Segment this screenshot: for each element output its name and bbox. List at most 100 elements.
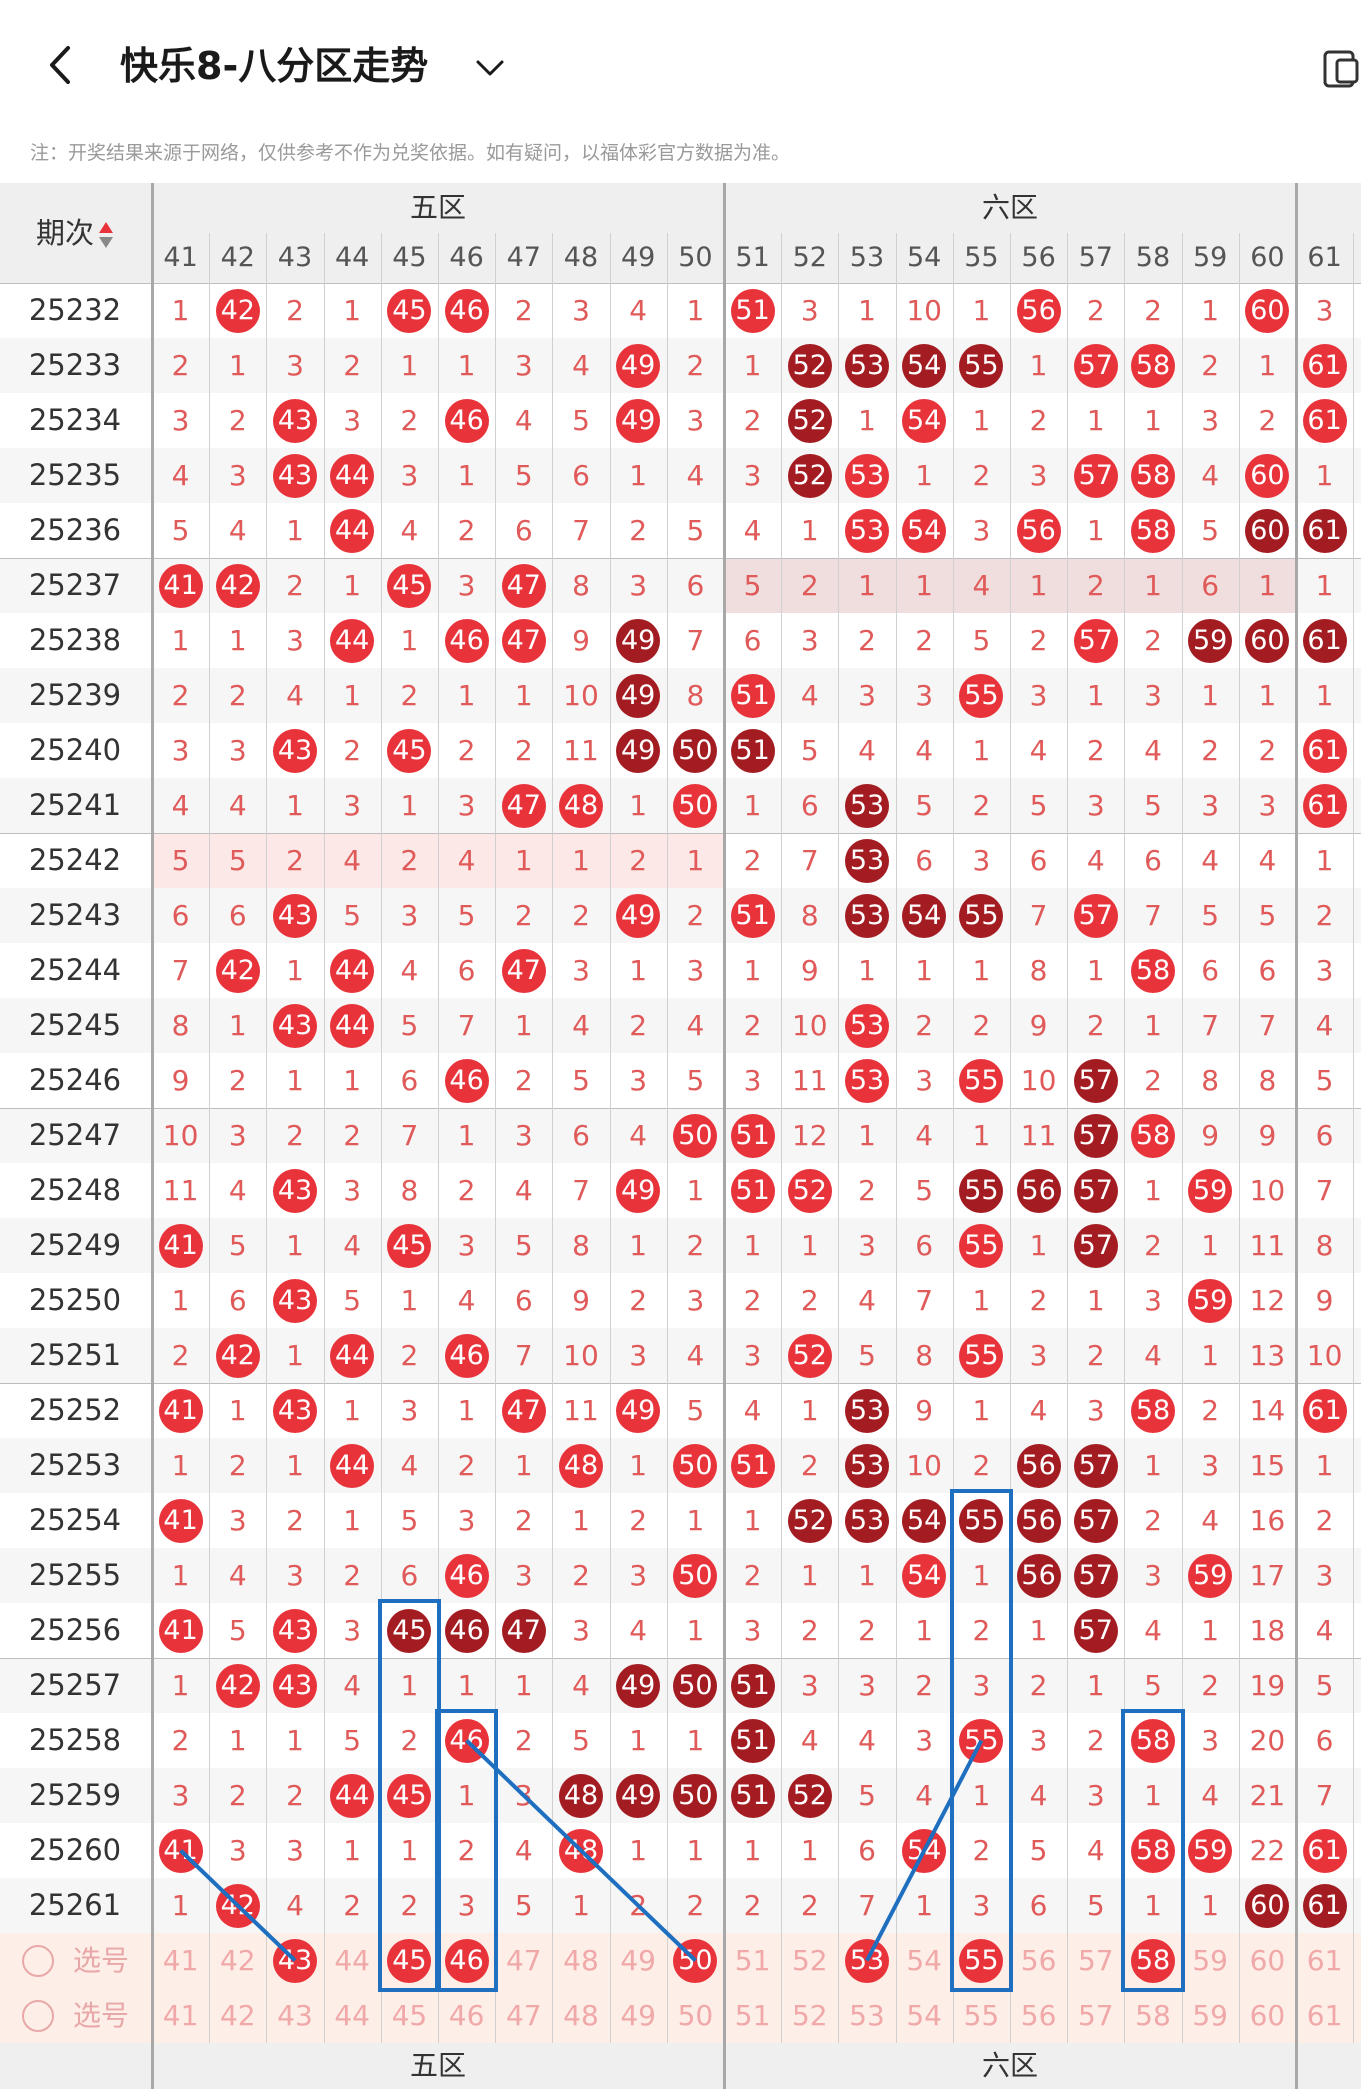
miss-count-cell: 3 (743, 1614, 762, 1647)
select-number-48[interactable]: 48 (563, 1999, 599, 2032)
miss-count-cell: 1 (1086, 404, 1105, 437)
select-number-51[interactable]: 51 (734, 1944, 771, 1977)
hit-ball-46: 46 (444, 1608, 489, 1653)
column-header-41[interactable]: 41 (163, 242, 198, 273)
select-number-53[interactable]: 53 (849, 1999, 885, 2032)
miss-count-cell: 3 (228, 734, 247, 767)
select-number-56[interactable]: 56 (1020, 1944, 1057, 1977)
column-header-48[interactable]: 48 (563, 242, 599, 273)
select-number-41[interactable]: 41 (162, 1999, 199, 2032)
miss-count-cell: 10 (1020, 1064, 1057, 1097)
selected-ball-43[interactable]: 43 (273, 1938, 317, 1983)
select-number-59[interactable]: 59 (1192, 1944, 1228, 1977)
miss-count-cell: 1 (743, 1229, 762, 1262)
miss-count-cell: 1 (858, 569, 876, 602)
select-number-61[interactable]: 61 (1306, 1999, 1343, 2032)
select-number-42[interactable]: 42 (219, 1944, 256, 1977)
hit-ball-45: 45 (387, 1773, 432, 1818)
select-number-55[interactable]: 55 (963, 1999, 1000, 2032)
select-number-54[interactable]: 54 (906, 1999, 942, 2032)
select-number-57[interactable]: 57 (1077, 1999, 1114, 2032)
selected-ball-45[interactable]: 45 (387, 1938, 432, 1983)
select-number-47[interactable]: 47 (505, 1944, 542, 1977)
select-number-58[interactable]: 58 (1135, 1999, 1171, 2032)
select-number-52[interactable]: 52 (791, 1944, 828, 1977)
select-number-44[interactable]: 44 (334, 1944, 370, 1977)
column-header-42[interactable]: 42 (220, 242, 255, 273)
select-number-59[interactable]: 59 (1192, 1999, 1228, 2032)
column-header-53[interactable]: 53 (849, 242, 885, 273)
select-number-54[interactable]: 54 (906, 1944, 942, 1977)
select-number-44[interactable]: 44 (334, 1999, 370, 2032)
miss-count-cell: 2 (1201, 1394, 1220, 1427)
miss-count-cell: 1 (1029, 1614, 1048, 1647)
period-cell: 25236 (28, 513, 122, 547)
select-number-49[interactable]: 49 (620, 1944, 656, 1977)
select-number-41[interactable]: 41 (162, 1944, 199, 1977)
page-title[interactable]: 快乐8-八分区走势 (120, 44, 429, 88)
hit-ball-49: 49 (616, 728, 661, 773)
column-header-46[interactable]: 46 (449, 242, 484, 273)
group-separator (0, 1383, 1361, 1384)
miss-count-cell: 1 (457, 459, 476, 492)
hit-ball-43: 43 (273, 1608, 317, 1653)
column-header-61[interactable]: 61 (1307, 242, 1342, 273)
title-dropdown-button[interactable] (470, 50, 510, 86)
column-header-52[interactable]: 52 (792, 242, 827, 273)
select-number-52[interactable]: 52 (791, 1999, 828, 2032)
select-number-47[interactable]: 47 (505, 1999, 542, 2032)
miss-count-cell: 2 (1258, 734, 1277, 767)
selection-radio[interactable] (22, 1944, 54, 1977)
miss-count-cell: 3 (915, 1724, 934, 1757)
hit-ball-61: 61 (1302, 1828, 1347, 1873)
column-header-50[interactable]: 50 (678, 242, 713, 273)
miss-count-cell: 3 (1029, 1724, 1048, 1757)
select-number-51[interactable]: 51 (734, 1999, 771, 2032)
column-header-51[interactable]: 51 (735, 242, 770, 273)
miss-count-cell: 1 (457, 349, 476, 382)
miss-count-cell: 1 (572, 1504, 590, 1537)
column-header-59[interactable]: 59 (1193, 242, 1228, 273)
selected-ball-53[interactable]: 53 (845, 1938, 889, 1983)
select-number-60[interactable]: 60 (1249, 1999, 1286, 2032)
selected-ball-50[interactable]: 50 (673, 1938, 718, 1983)
column-header-56[interactable]: 56 (1021, 242, 1056, 273)
selection-radio[interactable] (22, 1999, 54, 2032)
sort-arrows-icon[interactable] (94, 216, 114, 250)
column-header-60[interactable]: 60 (1250, 242, 1285, 273)
hit-ball-43: 43 (273, 728, 317, 773)
column-header-49[interactable]: 49 (621, 242, 656, 273)
select-number-50[interactable]: 50 (677, 1999, 714, 2032)
miss-count-cell: 4 (686, 459, 705, 492)
hit-ball-42: 42 (215, 1663, 260, 1708)
miss-count-cell: 1 (686, 294, 705, 327)
miss-count-cell: 3 (457, 1229, 476, 1262)
select-number-60[interactable]: 60 (1249, 1944, 1286, 1977)
column-header-57[interactable]: 57 (1078, 242, 1113, 273)
select-number-43[interactable]: 43 (277, 1999, 313, 2032)
column-header-45[interactable]: 45 (392, 242, 427, 273)
selected-ball-58[interactable]: 58 (1131, 1938, 1175, 1983)
miss-count-cell: 1 (1086, 1284, 1105, 1317)
select-number-42[interactable]: 42 (219, 1999, 256, 2032)
select-number-48[interactable]: 48 (563, 1944, 599, 1977)
back-button[interactable] (40, 40, 80, 90)
device-toggle-button[interactable] (1321, 46, 1361, 92)
select-number-57[interactable]: 57 (1077, 1944, 1114, 1977)
column-header-54[interactable]: 54 (907, 242, 942, 273)
select-number-61[interactable]: 61 (1306, 1944, 1343, 1977)
column-header-55[interactable]: 55 (964, 242, 999, 273)
miss-count-cell: 4 (1144, 1339, 1162, 1372)
miss-count-cell: 16 (1249, 1504, 1286, 1537)
column-header-58[interactable]: 58 (1135, 242, 1171, 273)
period-header[interactable]: 期次 (0, 183, 150, 283)
select-number-56[interactable]: 56 (1020, 1999, 1057, 2032)
column-header-47[interactable]: 47 (506, 242, 541, 273)
column-header-43[interactable]: 43 (277, 242, 313, 273)
select-number-49[interactable]: 49 (620, 1999, 656, 2032)
miss-count-cell: 5 (1144, 1669, 1162, 1702)
select-number-46[interactable]: 46 (448, 1999, 485, 2032)
select-number-45[interactable]: 45 (391, 1999, 428, 2032)
column-header-44[interactable]: 44 (335, 242, 370, 273)
miss-count-cell: 1 (228, 349, 247, 382)
